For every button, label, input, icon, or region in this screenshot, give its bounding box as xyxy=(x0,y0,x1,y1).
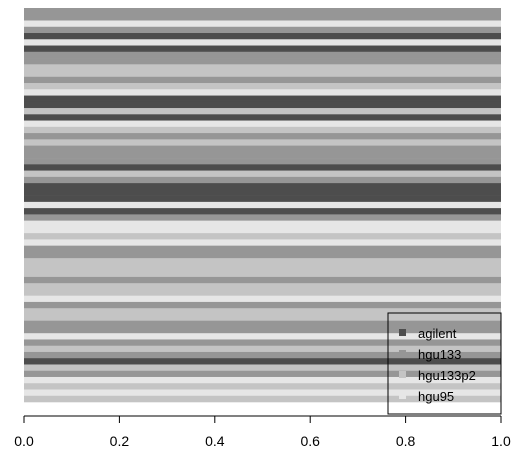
bar-hgu133 xyxy=(24,326,501,334)
bar-hgu133 xyxy=(24,51,501,59)
bar-hgu133 xyxy=(24,76,501,84)
legend-swatch-hgu133 xyxy=(399,350,406,357)
bar-hgu133p2 xyxy=(24,314,501,321)
bar-agilent xyxy=(24,189,501,196)
bar-hgu133 xyxy=(24,158,501,165)
bar-hgu133p2 xyxy=(24,139,501,146)
bar-hgu133 xyxy=(24,8,501,15)
bar-hgu95 xyxy=(24,20,501,28)
legend-swatch-hgu95 xyxy=(399,392,406,399)
x-tick-label: 0.8 xyxy=(396,433,416,449)
bar-hgu133 xyxy=(24,26,501,34)
bar-hgu133p2 xyxy=(24,289,501,296)
bar-hgu95 xyxy=(24,295,501,303)
bar-hgu133p2 xyxy=(24,233,501,240)
bar-hgu133p2 xyxy=(24,283,501,290)
bar-hgu133 xyxy=(24,176,501,184)
bars-group xyxy=(24,8,501,403)
bar-agilent xyxy=(24,114,501,121)
bar-hgu133p2 xyxy=(24,383,501,390)
bar-agilent xyxy=(24,183,501,190)
legend-swatch-hgu133p2 xyxy=(399,371,406,378)
bar-hgu133 xyxy=(24,351,501,359)
bar-hgu133p2 xyxy=(24,364,501,372)
legend-label-agilent: agilent xyxy=(418,326,457,341)
x-tick-label: 1.0 xyxy=(491,433,511,449)
bar-hgu133 xyxy=(24,133,501,140)
bar-hgu133 xyxy=(24,301,501,309)
legend-label-hgu133: hgu133 xyxy=(418,347,461,362)
bar-hgu133p2 xyxy=(24,64,501,71)
bar-hgu95 xyxy=(24,389,501,397)
x-tick-label: 0.4 xyxy=(205,433,225,449)
x-tick-label: 0.6 xyxy=(300,433,320,449)
bar-hgu95 xyxy=(24,376,501,384)
bar-hgu133p2 xyxy=(24,83,501,90)
bar-hgu133 xyxy=(24,151,501,159)
bar-hgu133p2 xyxy=(24,126,501,134)
bar-hgu133 xyxy=(24,58,501,65)
bar-agilent xyxy=(24,208,501,215)
bar-hgu133p2 xyxy=(24,345,501,353)
bar-hgu95 xyxy=(24,220,501,228)
bar-agilent xyxy=(24,164,501,171)
bar-hgu133 xyxy=(24,145,501,153)
bar-hgu133p2 xyxy=(24,170,501,178)
bar-hgu133p2 xyxy=(24,70,501,78)
bar-hgu95 xyxy=(24,120,501,128)
bar-hgu133 xyxy=(24,320,501,328)
x-tick-label: 0.0 xyxy=(14,433,34,449)
bar-hgu95 xyxy=(24,39,501,46)
bar-agilent xyxy=(24,45,501,53)
bar-hgu133 xyxy=(24,14,501,21)
bar-hgu133p2 xyxy=(24,308,501,315)
bar-agilent xyxy=(24,195,501,203)
legend-label-hgu95: hgu95 xyxy=(418,389,454,404)
bar-hgu133 xyxy=(24,370,501,378)
bar-hgu133p2 xyxy=(24,258,501,265)
legend: agilent hgu133 hgu133p2 hgu95 xyxy=(387,312,502,415)
bar-agilent xyxy=(24,101,501,109)
bar-hgu133 xyxy=(24,339,501,347)
bar-hgu133 xyxy=(24,251,501,259)
bar-agilent xyxy=(24,95,501,103)
bar-hgu95 xyxy=(24,89,501,96)
bar-hgu133 xyxy=(24,245,501,253)
bar-agilent xyxy=(24,358,501,365)
bar-hgu133p2 xyxy=(24,395,501,403)
bar-hgu95 xyxy=(24,239,501,246)
legend-swatch-agilent xyxy=(399,329,406,336)
bar-hgu95 xyxy=(24,201,501,209)
bar-hgu95 xyxy=(24,333,501,340)
legend-label-hgu133p2: hgu133p2 xyxy=(418,368,476,383)
x-axis: 0.0 0.2 0.4 0.6 0.8 1.0 xyxy=(14,415,511,449)
x-tick-label: 0.2 xyxy=(110,433,130,449)
legend-box xyxy=(387,312,502,415)
bar-hgu133p2 xyxy=(24,108,501,115)
bar-hgu133p2 xyxy=(24,264,501,271)
bar-hgu95 xyxy=(24,226,501,234)
bar-hgu133p2 xyxy=(24,270,501,278)
bar-hgu133 xyxy=(24,276,501,284)
bar-agilent xyxy=(24,33,501,40)
bar-hgu133 xyxy=(24,214,501,221)
